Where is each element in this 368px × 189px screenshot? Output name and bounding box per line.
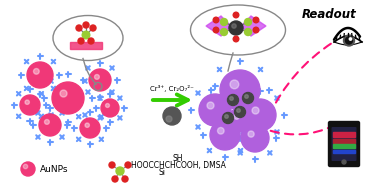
Text: SH: SH [173,154,183,163]
Circle shape [220,70,260,110]
Text: AuNPs: AuNPs [40,164,68,174]
Circle shape [230,80,239,89]
Circle shape [45,119,49,124]
Circle shape [83,22,89,28]
Circle shape [101,99,119,117]
Bar [333,150,355,153]
Circle shape [225,115,228,118]
Circle shape [60,90,67,97]
Circle shape [232,24,236,28]
Circle shape [106,104,109,108]
Circle shape [122,176,128,182]
Circle shape [233,12,239,18]
Circle shape [116,167,124,175]
Circle shape [227,94,238,105]
Circle shape [90,25,96,31]
Text: Si: Si [159,168,166,177]
Circle shape [23,164,28,169]
Circle shape [237,109,240,112]
Circle shape [20,95,40,115]
Circle shape [89,69,111,91]
Circle shape [25,100,29,104]
Circle shape [229,21,243,35]
Circle shape [166,116,172,122]
Circle shape [343,35,354,46]
Circle shape [349,38,352,40]
Circle shape [39,114,61,136]
Circle shape [85,123,89,127]
Circle shape [78,38,84,44]
Circle shape [88,38,94,44]
Circle shape [234,106,245,118]
Circle shape [213,17,219,23]
Circle shape [220,29,227,36]
Circle shape [220,19,227,26]
Circle shape [223,112,234,123]
Circle shape [112,176,118,182]
Circle shape [248,131,254,137]
Bar [70,42,102,49]
Circle shape [95,74,99,79]
Circle shape [244,19,251,26]
Circle shape [125,162,131,168]
Circle shape [33,68,39,74]
Bar [333,132,355,137]
Circle shape [163,107,181,125]
Circle shape [76,25,82,31]
Circle shape [210,120,240,150]
Circle shape [241,124,269,152]
Circle shape [346,37,353,44]
Bar [333,144,355,148]
Polygon shape [241,16,266,36]
Circle shape [80,118,100,138]
Circle shape [253,17,259,23]
Text: Cr³⁺, Cr₂O₇²⁻: Cr³⁺, Cr₂O₇²⁻ [150,85,194,92]
Circle shape [199,94,231,126]
Circle shape [245,95,248,98]
Circle shape [252,107,259,114]
FancyBboxPatch shape [329,122,360,167]
Circle shape [342,160,346,164]
Circle shape [243,92,254,104]
Circle shape [244,29,251,36]
Circle shape [253,27,259,33]
Circle shape [109,162,115,168]
Circle shape [233,36,239,42]
Text: HOOCCHCHCOOH, DMSA: HOOCCHCHCOOH, DMSA [131,161,226,170]
Circle shape [217,128,224,134]
Circle shape [230,97,233,100]
Polygon shape [206,16,231,36]
Circle shape [207,102,214,109]
FancyBboxPatch shape [332,128,356,160]
Circle shape [82,31,90,39]
Circle shape [234,114,239,119]
Circle shape [228,108,252,132]
Circle shape [213,27,219,33]
Circle shape [27,62,53,88]
Text: Readout: Readout [302,9,357,22]
Circle shape [21,162,35,176]
Circle shape [244,99,276,131]
Bar [333,139,355,143]
Circle shape [52,82,84,114]
